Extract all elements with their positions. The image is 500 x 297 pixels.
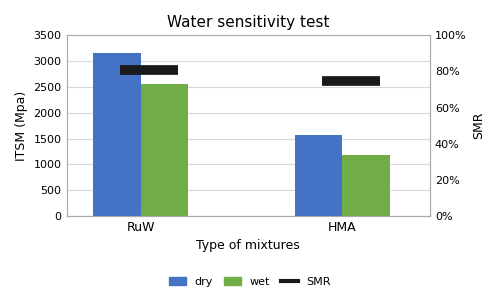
Bar	[342, 155, 390, 216]
Bar	[94, 53, 140, 216]
Y-axis label: SMR: SMR	[472, 112, 485, 139]
Title: Water sensitivity test: Water sensitivity test	[167, 15, 330, 30]
Bar	[296, 135, 343, 216]
X-axis label: Type of mixtures: Type of mixtures	[196, 239, 300, 252]
Bar	[140, 84, 188, 216]
Y-axis label: ITSM (Mpa): ITSM (Mpa)	[15, 91, 28, 161]
Legend: dry, wet, SMR: dry, wet, SMR	[164, 272, 336, 291]
